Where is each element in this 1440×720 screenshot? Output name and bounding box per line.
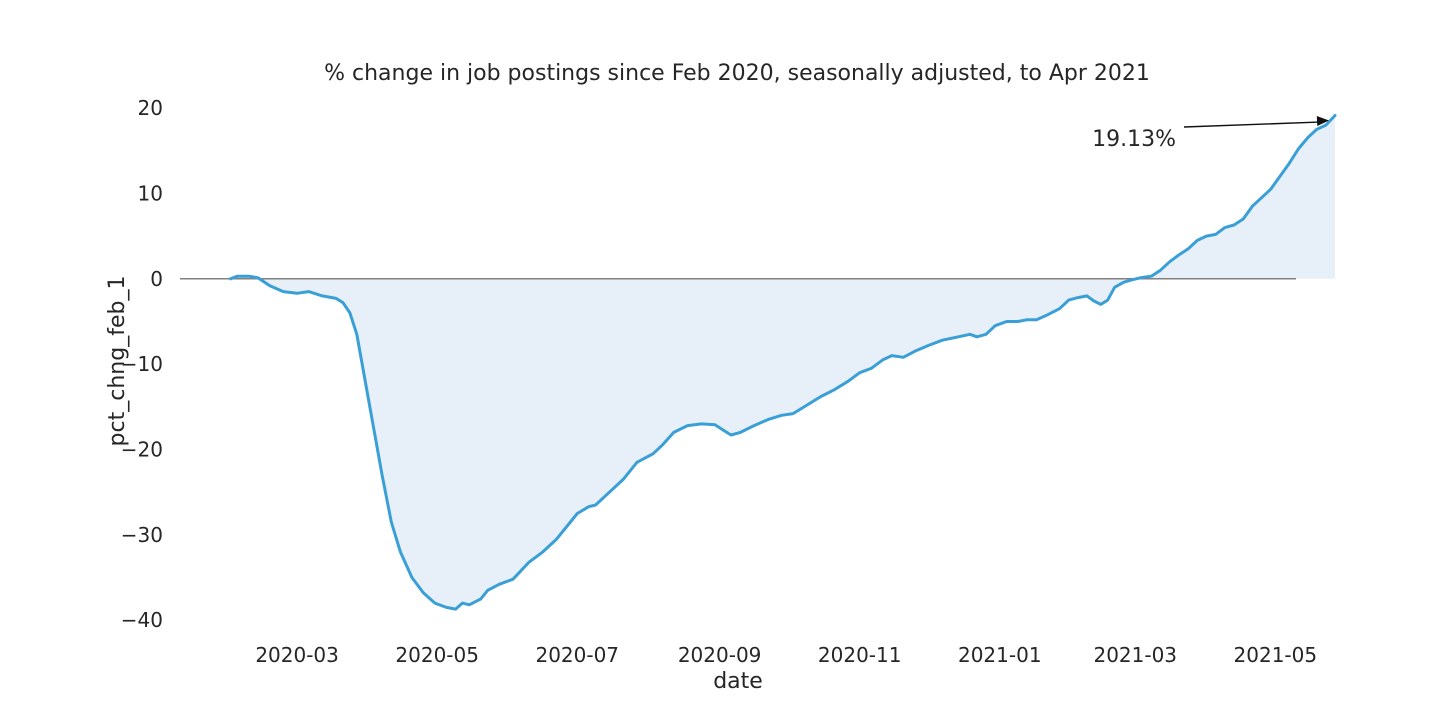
y-tick-label: −20: [121, 437, 163, 461]
y-tick-label: 20: [138, 96, 163, 120]
x-tick-label: 2020-03: [255, 643, 339, 667]
area-fill: [230, 115, 1335, 610]
y-tick-label: −10: [121, 352, 163, 376]
y-tick-label: 10: [138, 181, 163, 205]
y-tick-label: −30: [121, 523, 163, 547]
annotation-arrowhead: [1316, 116, 1330, 127]
y-axis: 20 10 0 −10 −20 −30 −40: [121, 96, 163, 632]
chart-title: % change in job postings since Feb 2020,…: [324, 61, 1150, 86]
x-tick-label: 2020-07: [535, 643, 619, 667]
plot-area: [180, 114, 1337, 611]
x-tick-label: 2020-05: [395, 643, 479, 667]
x-tick-label: 2020-09: [678, 643, 762, 667]
y-tick-label: −40: [121, 608, 163, 632]
x-tick-label: 2021-05: [1234, 643, 1318, 667]
x-tick-label: 2021-03: [1093, 643, 1177, 667]
annotation-arrow: [1183, 121, 1320, 128]
x-tick-label: 2021-01: [958, 643, 1042, 667]
x-axis-label: date: [713, 669, 763, 694]
x-axis: 2020-03 2020-05 2020-07 2020-09 2020-11 2021-…: [255, 643, 1317, 667]
y-tick-label: 0: [150, 267, 163, 291]
peak-annotation: 19.13%: [1092, 116, 1330, 152]
y-axis-label: pct_chng_feb_1: [105, 276, 130, 447]
x-tick-label: 2020-11: [818, 643, 902, 667]
series-line: [229, 114, 1337, 611]
annotation-label: 19.13%: [1092, 127, 1176, 152]
